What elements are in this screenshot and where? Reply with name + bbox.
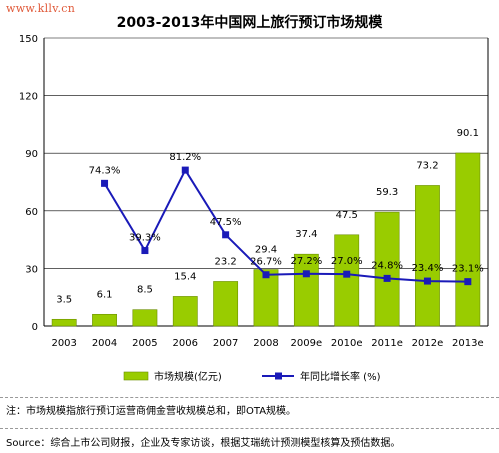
growth-labels: 74.3% 39.3% 81.2% 47.5% 26.7% 27.2% 27.0% 24.8%… [89,152,484,275]
growth-value-label: 39.3% [129,233,161,244]
x-tick-label: 2003 [51,338,76,349]
growth-value-label: 27.0% [331,256,363,267]
bar-value-label: 73.2 [416,160,438,171]
divider-top [0,397,499,398]
x-tick-label: 2009e [291,338,323,349]
x-tick-label: 2007 [213,338,238,349]
bar [334,234,360,327]
growth-value-label: 23.1% [452,264,484,275]
growth-marker [181,166,189,174]
legend-line-label: 年同比增长率 (%) [300,370,381,383]
x-tick-label: 2005 [132,338,157,349]
legend: 市场规模(亿元) 年同比增长率 (%) [123,370,381,383]
growth-marker [383,274,391,282]
x-tick-label: 2013e [452,338,484,349]
x-tick-label: 2008 [253,338,278,349]
bar-value-label: 47.5 [336,210,358,221]
x-tick-label: 2004 [92,338,117,349]
legend-line-marker [275,372,282,380]
y-tick-label: 90 [25,149,38,160]
growth-marker [262,271,270,279]
source-text: Source：综合上市公司财报，企业及专家访谈，根据艾瑞统计预测模型核算及预估数… [6,438,401,449]
chart: 0 30 60 90 120 150 3.5 6.1 8.5 15.4 23.2 29.4 37.4 4… [19,34,489,383]
growth-line [101,166,472,286]
y-tick-label: 150 [19,34,38,45]
bar [172,296,198,327]
growth-value-label: 47.5% [210,217,242,228]
bar [293,253,319,327]
y-tick-label: 30 [25,264,38,275]
bar-value-label: 8.5 [137,285,153,296]
growth-value-label: 24.8% [371,260,403,271]
bar-value-label: 29.4 [255,245,277,256]
growth-marker [141,247,149,255]
note-text: 注：市场规模指旅行预订运营商佣金营收规模总和，即OTA规模。 [6,406,297,417]
x-tick-label: 2010e [331,338,363,349]
bar-value-label: 59.3 [376,187,398,198]
bar-value-label: 3.5 [56,294,72,305]
y-tick-label: 0 [32,322,38,333]
bar-value-label: 23.2 [215,256,237,267]
growth-marker [302,270,310,278]
x-tick-label: 2012e [412,338,444,349]
bar [253,269,279,327]
growth-value-label: 23.4% [412,263,444,274]
growth-value-label: 74.3% [89,165,121,176]
bar-value-label: 6.1 [97,289,113,300]
bar [415,185,440,327]
bar-value-label: 90.1 [457,128,479,139]
bar [51,318,77,327]
x-axis-ticks: 2003 2004 2005 2006 2007 2008 2009e 2010e 2011e 2… [51,338,483,349]
bar [213,281,239,327]
watermark: www.kllv.cn [6,2,76,15]
growth-value-label: 27.2% [290,256,322,267]
bar [455,152,481,327]
x-tick-label: 2006 [173,338,198,349]
bars [51,152,481,327]
divider-bottom [0,428,499,429]
bar-value-label: 37.4 [295,229,317,240]
bar-labels: 3.5 6.1 8.5 15.4 23.2 29.4 37.4 47.5 59.3 73.2 90.… [56,128,479,305]
grid-lines [43,37,489,327]
y-axis-ticks: 0 30 60 90 120 150 [19,34,38,333]
bar [132,309,158,327]
bar [374,211,400,327]
growth-marker [464,278,472,286]
growth-marker [343,270,351,278]
bar-value-label: 15.4 [174,271,196,282]
growth-polyline [103,168,468,283]
x-tick-label: 2011e [371,338,403,349]
growth-marker [101,179,109,187]
growth-marker [222,231,230,239]
legend-bar-swatch [123,371,149,381]
growth-marker [423,277,431,285]
chart-title: 2003-2013年中国网上旅行预订市场规模 [116,15,383,31]
y-tick-label: 120 [19,92,38,103]
growth-value-label: 81.2% [169,152,201,163]
bar [92,313,117,327]
y-tick-label: 60 [25,207,38,218]
growth-value-label: 26.7% [250,257,282,268]
legend-bar-label: 市场规模(亿元) [154,370,222,383]
